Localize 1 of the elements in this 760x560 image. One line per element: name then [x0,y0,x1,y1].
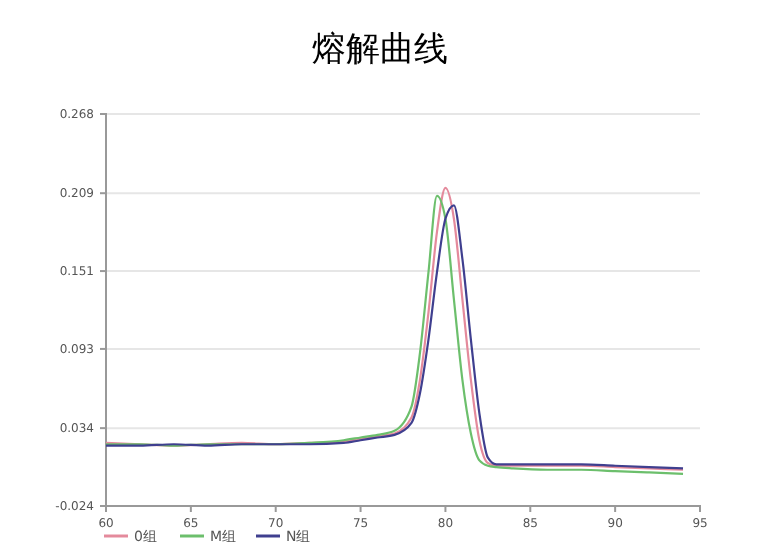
chart-title: 熔解曲线 [312,30,448,70]
